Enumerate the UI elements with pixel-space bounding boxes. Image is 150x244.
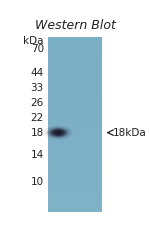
Ellipse shape <box>51 129 65 136</box>
Text: 18: 18 <box>30 128 44 138</box>
Bar <box>48 177 102 185</box>
Bar <box>48 133 102 142</box>
Bar <box>48 107 102 115</box>
Text: kDa: kDa <box>23 36 44 46</box>
Text: 18kDa: 18kDa <box>113 128 147 138</box>
Bar <box>48 46 102 54</box>
Text: 26: 26 <box>30 98 44 108</box>
Text: 70: 70 <box>31 44 44 54</box>
Bar <box>48 63 102 72</box>
Text: 44: 44 <box>30 68 44 78</box>
Bar <box>48 37 102 46</box>
Text: 33: 33 <box>30 83 44 93</box>
Bar <box>48 54 102 63</box>
Bar <box>48 72 102 81</box>
Ellipse shape <box>49 128 67 137</box>
Bar <box>48 81 102 89</box>
Bar <box>48 203 102 212</box>
Text: 22: 22 <box>30 112 44 122</box>
Bar <box>48 168 102 177</box>
Bar <box>48 98 102 107</box>
Text: Western Blot: Western Blot <box>35 19 116 32</box>
Bar <box>48 115 102 124</box>
Bar <box>48 150 102 159</box>
Bar <box>48 124 102 133</box>
Text: 14: 14 <box>30 150 44 160</box>
Bar <box>48 185 102 194</box>
Ellipse shape <box>56 132 60 133</box>
Ellipse shape <box>54 131 62 135</box>
Bar <box>48 159 102 168</box>
Ellipse shape <box>44 125 73 140</box>
Text: 10: 10 <box>31 177 44 187</box>
Bar <box>48 142 102 150</box>
Ellipse shape <box>46 127 70 139</box>
Bar <box>48 89 102 98</box>
Bar <box>48 194 102 203</box>
Bar <box>48 37 102 212</box>
